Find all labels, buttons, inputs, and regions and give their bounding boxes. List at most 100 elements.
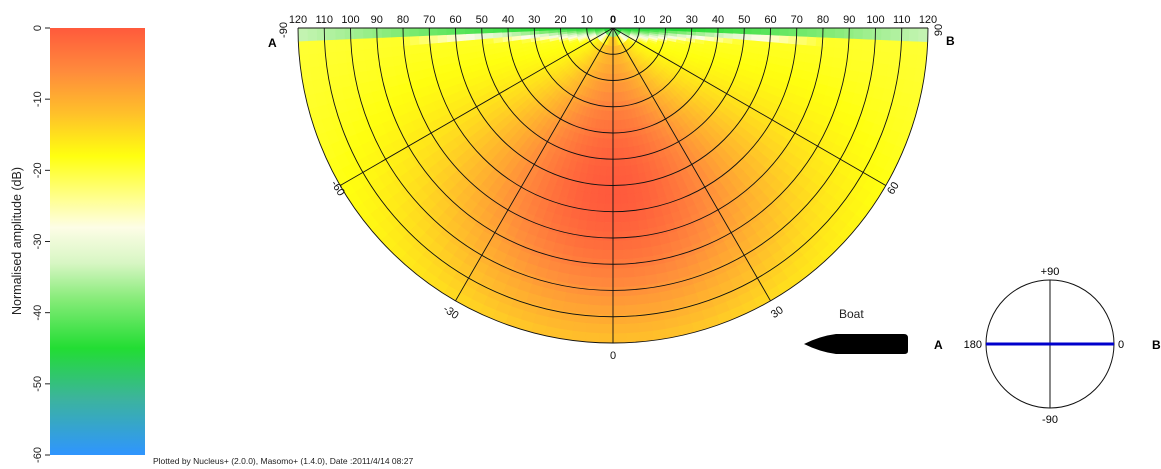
heatmap-cell — [588, 212, 597, 222]
colorbar-tick-label: -30 — [32, 234, 44, 250]
inset-top-label: +90 — [1041, 266, 1060, 278]
heatmap-cell — [419, 44, 429, 53]
angle-label-right-end: 90 — [933, 24, 945, 36]
top-scale-label: 110 — [315, 14, 333, 26]
heatmap-cell — [586, 323, 600, 333]
colorbar-label: Normalised amplitude (dB) — [10, 167, 24, 315]
heatmap-cell — [881, 40, 891, 53]
heatmap-cell — [363, 39, 373, 50]
top-scale-label: 70 — [423, 14, 435, 26]
heatmap-cell — [601, 296, 613, 306]
heatmap-cell — [401, 46, 411, 56]
heatmap-cell — [751, 34, 761, 41]
heatmap-cell — [307, 28, 317, 41]
heatmap-cell — [733, 28, 742, 34]
heatmap-cell — [354, 28, 364, 39]
heatmap-cell — [604, 232, 613, 241]
heatmap-cell — [604, 120, 609, 130]
heatmap-cell — [608, 139, 613, 148]
heatmap-cell — [598, 194, 606, 204]
heatmap-cell — [613, 222, 622, 231]
heatmap-cell — [591, 184, 599, 194]
heatmap-cell — [835, 38, 845, 48]
end-letter-b: B — [946, 34, 955, 48]
heatmap-cell — [814, 55, 825, 65]
heatmap-cell — [632, 239, 642, 249]
heatmap-cell — [383, 57, 394, 68]
heatmap-cell — [715, 32, 725, 37]
heatmap-cell — [465, 34, 475, 41]
heatmap-cell — [619, 176, 626, 186]
heatmap-cell — [613, 130, 618, 139]
top-scale-label: 120 — [289, 14, 307, 26]
heatmap-cell — [613, 148, 619, 157]
top-scale-label: 50 — [476, 14, 488, 26]
heatmap-cell — [890, 40, 900, 53]
plot-footer: Plotted by Nucleus+ (2.0.0), Masomo+ (1.… — [153, 456, 413, 466]
colorbar-tick-label: -60 — [32, 447, 44, 463]
heatmap-cell — [879, 51, 890, 64]
heatmap-cell — [586, 333, 600, 343]
heatmap-cell — [642, 247, 653, 258]
heatmap-cell — [598, 185, 606, 195]
heatmap-cell — [603, 250, 613, 259]
heatmap-cell — [578, 285, 590, 295]
heatmap-cell — [456, 34, 466, 41]
heatmap-cell — [600, 166, 607, 176]
inset-bottom-label: -90 — [1042, 414, 1058, 426]
heatmap-cell — [583, 248, 594, 258]
heatmap-cell — [326, 40, 336, 53]
heatmap-cell — [752, 28, 761, 34]
top-scale-label: 60 — [449, 14, 461, 26]
heatmap-cell — [591, 268, 602, 278]
heatmap-cell — [327, 52, 338, 65]
heatmap-cell — [613, 185, 620, 194]
heatmap-cell — [777, 50, 787, 59]
heatmap-cell — [437, 35, 447, 43]
heatmap-cell — [626, 323, 640, 333]
heatmap-cell — [806, 45, 816, 55]
heatmap-cell — [715, 28, 724, 33]
heatmap-cell — [608, 130, 613, 139]
heatmap-cell — [807, 28, 816, 37]
heatmap-cell — [584, 239, 594, 249]
inset-letter-a: A — [934, 338, 943, 352]
colorbar-tick-label: 0 — [32, 25, 44, 31]
top-scale-label: 70 — [791, 14, 803, 26]
inset-left-label: 180 — [964, 339, 982, 351]
heatmap-cell — [603, 139, 609, 149]
heatmap-cell — [345, 51, 355, 63]
top-scale-label: 10 — [633, 14, 645, 26]
top-scale-label: 50 — [738, 14, 750, 26]
heatmap-cell — [578, 220, 588, 230]
heatmap-cell — [418, 28, 427, 36]
heatmap-cell — [815, 46, 825, 56]
heatmap-cell — [335, 40, 345, 53]
heatmap-cell — [909, 28, 919, 41]
heatmap-cell — [580, 267, 592, 277]
heatmap-cell — [603, 241, 613, 250]
colorbar-tick-label: -50 — [32, 376, 44, 392]
heatmap-cell — [621, 222, 630, 232]
top-scale-label: 80 — [397, 14, 409, 26]
heatmap-cell — [604, 222, 613, 231]
heatmap-cell — [637, 304, 650, 315]
heatmap-cell — [363, 28, 372, 39]
heatmap-cell — [613, 278, 624, 288]
heatmap-cell — [778, 43, 788, 51]
heatmap-cell — [336, 51, 347, 64]
heatmap-cell — [400, 28, 409, 37]
heatmap-cell — [635, 276, 647, 286]
heatmap-cell — [355, 50, 365, 62]
heatmap-cell — [589, 296, 602, 306]
heatmap-cell — [854, 28, 863, 39]
heatmap-cell — [308, 54, 319, 68]
heatmap-cell — [625, 296, 638, 306]
heatmap-cell — [600, 324, 613, 334]
heatmap-cell — [613, 324, 626, 334]
inset-right-label: 0 — [1118, 339, 1124, 351]
heatmap-cell — [835, 28, 844, 38]
heatmap-cell — [613, 241, 623, 250]
heatmap-cell — [629, 212, 638, 222]
heatmap-cell — [613, 176, 620, 185]
